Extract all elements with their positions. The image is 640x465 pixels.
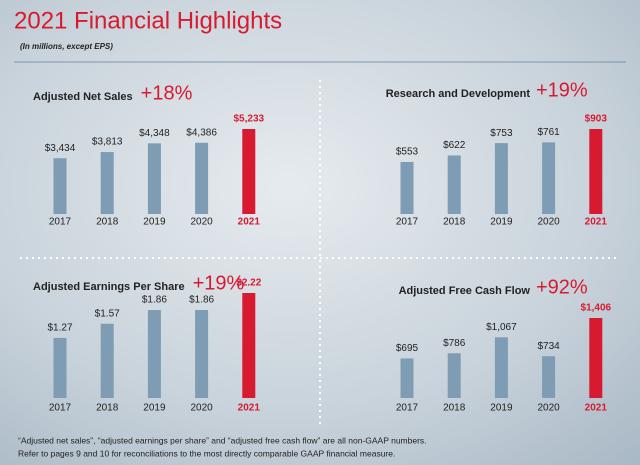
value-label: $786 (443, 338, 466, 349)
x-tick-label: 2021 (238, 217, 261, 228)
x-tick-label: 2018 (96, 217, 119, 228)
bar (242, 293, 256, 398)
bar (494, 143, 508, 214)
footnote: Refer to pages 9 and 10 for reconciliati… (18, 448, 395, 458)
value-label: $753 (490, 128, 513, 139)
bar (147, 143, 161, 214)
bar (494, 337, 508, 398)
x-tick-label: 2021 (585, 217, 608, 228)
x-tick-label: 2017 (49, 403, 72, 414)
bar (400, 358, 414, 398)
x-tick-label: 2021 (238, 403, 261, 414)
x-tick-label: 2019 (490, 217, 513, 228)
growth-annotation: +92% (536, 276, 588, 298)
x-tick-label: 2020 (537, 403, 560, 414)
bar (100, 323, 114, 398)
bar (195, 310, 209, 398)
value-label: $903 (585, 114, 608, 125)
x-tick-label: 2018 (443, 403, 466, 414)
bar (242, 129, 256, 214)
x-tick-label: 2017 (396, 217, 419, 228)
x-tick-label: 2020 (537, 217, 560, 228)
value-label: $1.27 (47, 323, 72, 334)
value-label: $3,813 (92, 137, 123, 148)
bar (400, 161, 414, 214)
growth-annotation: +18% (141, 82, 193, 104)
bar (53, 158, 67, 214)
bar (100, 152, 114, 214)
x-tick-label: 2017 (396, 403, 419, 414)
chart-title: Research and Development (386, 88, 531, 100)
bar (195, 142, 209, 214)
value-label: $1.57 (95, 308, 120, 319)
bar (589, 129, 603, 214)
value-label: $3,434 (45, 143, 76, 154)
chart-title: Adjusted Net Sales (33, 91, 133, 103)
chart-title: Adjusted Earnings Per Share (33, 281, 185, 293)
bar (447, 155, 461, 214)
value-label: $4,386 (186, 127, 217, 138)
value-label: $553 (396, 147, 419, 158)
x-tick-label: 2018 (96, 403, 119, 414)
x-tick-label: 2020 (190, 217, 213, 228)
growth-annotation: +19% (193, 272, 245, 294)
value-label: $1,067 (486, 322, 517, 333)
value-label: $622 (443, 140, 466, 151)
bar (53, 337, 67, 398)
page-title: 2021 Financial Highlights (14, 7, 282, 34)
value-label: $1.86 (142, 295, 167, 306)
value-label: $761 (537, 127, 560, 138)
x-tick-label: 2018 (443, 217, 466, 228)
x-tick-label: 2019 (490, 403, 513, 414)
growth-annotation: +19% (536, 79, 588, 101)
bar (447, 353, 461, 398)
value-label: $5,233 (234, 114, 265, 125)
bar (542, 142, 556, 214)
footnote: “Adjusted net sales”, “adjusted earnings… (18, 435, 427, 445)
bar (542, 356, 556, 398)
page-subtitle: (In millions, except EPS) (20, 42, 113, 51)
value-label: $695 (396, 343, 419, 354)
x-tick-label: 2020 (190, 403, 213, 414)
bar (589, 318, 603, 398)
value-label: $2.22 (236, 278, 261, 289)
bar (147, 310, 161, 398)
x-tick-label: 2021 (585, 403, 608, 414)
value-label: $4,348 (139, 128, 170, 139)
x-tick-label: 2019 (143, 403, 166, 414)
chart-title: Adjusted Free Cash Flow (399, 285, 531, 297)
x-tick-label: 2017 (49, 217, 72, 228)
x-tick-label: 2019 (143, 217, 166, 228)
value-label: $1,406 (581, 303, 612, 314)
value-label: $734 (537, 341, 560, 352)
value-label: $1.86 (189, 295, 214, 306)
